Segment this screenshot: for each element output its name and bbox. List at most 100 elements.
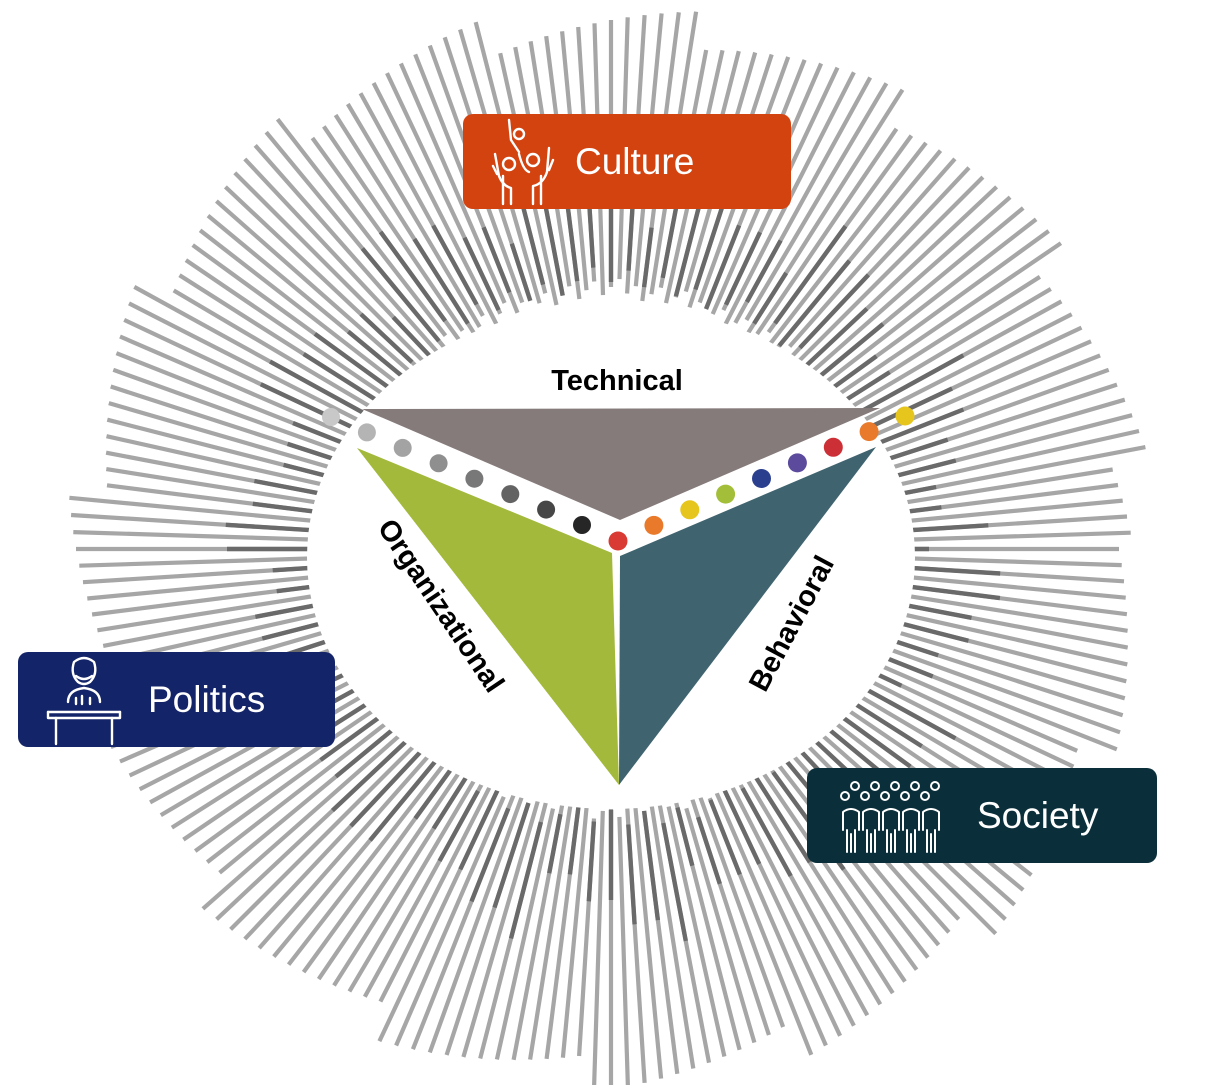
ray — [560, 803, 589, 1058]
ray-inner-segment — [626, 824, 637, 925]
ray-inner-segment — [391, 315, 437, 363]
ray-inner-segment — [869, 407, 965, 449]
ray — [108, 401, 359, 478]
ray — [112, 367, 370, 464]
ray-inner-segment — [740, 787, 793, 877]
ray — [198, 228, 415, 398]
ray — [875, 588, 1128, 633]
ray — [253, 144, 445, 360]
ray-inner-segment — [412, 237, 470, 325]
ray-inner-segment — [703, 224, 742, 310]
ray-inner-segment — [744, 239, 783, 303]
dot — [680, 500, 700, 520]
culture-tag: Culture — [463, 114, 791, 209]
ray — [69, 495, 353, 527]
ray-inner-segment — [693, 193, 729, 291]
ray-inner-segment — [413, 768, 453, 820]
color-dots — [322, 406, 915, 551]
ray-inner-segment — [462, 236, 501, 312]
ray-inner-segment — [302, 352, 390, 410]
ray-inner-segment — [509, 243, 533, 302]
ray — [765, 141, 928, 350]
ray-inner-segment — [458, 786, 501, 871]
ray — [796, 175, 985, 364]
dot — [644, 515, 664, 535]
ray-inner-segment — [798, 273, 871, 350]
ray — [275, 117, 448, 337]
ray-inner-segment — [641, 227, 654, 288]
ray — [803, 195, 1012, 380]
ray-inner-segment — [777, 259, 852, 348]
ray — [316, 756, 472, 981]
ray — [856, 618, 1126, 701]
ray — [394, 795, 506, 1047]
ray-inner-segment — [437, 789, 480, 863]
ray — [172, 288, 387, 418]
politics-label: Politics — [148, 678, 266, 720]
ray — [666, 806, 727, 1057]
ray — [398, 62, 507, 304]
ray — [286, 759, 449, 966]
ray-inner-segment — [567, 804, 581, 875]
ray-inner-segment — [346, 329, 412, 385]
organizational-face — [357, 448, 619, 785]
dot — [429, 454, 448, 473]
ray-inner-segment — [752, 271, 789, 325]
ray — [744, 82, 889, 322]
ray — [684, 807, 757, 1044]
ray — [128, 301, 374, 430]
ray — [378, 783, 493, 1003]
ray-inner-segment — [269, 359, 368, 417]
ray-inner-segment — [481, 226, 512, 294]
ray-inner-segment — [368, 746, 449, 842]
ray — [729, 785, 856, 1027]
dot — [895, 406, 915, 426]
ray — [788, 157, 957, 348]
ray — [205, 710, 403, 864]
technical-label: Technical — [551, 365, 683, 397]
ray — [755, 127, 899, 336]
ray-inner-segment — [492, 802, 531, 909]
ray-inner-segment — [469, 807, 511, 903]
ray — [838, 312, 1073, 435]
ray — [841, 665, 1070, 785]
ray-inner-segment — [359, 312, 414, 364]
ray — [106, 434, 348, 493]
technical-face — [362, 408, 880, 520]
ray-inner-segment — [773, 224, 848, 325]
ray — [119, 334, 381, 451]
dot — [573, 516, 591, 534]
culture-label: Culture — [575, 140, 695, 182]
ray — [858, 428, 1140, 496]
ray-inner-segment — [319, 711, 387, 762]
dot — [823, 437, 843, 457]
ray — [808, 217, 1038, 397]
behavioral-face — [619, 447, 876, 785]
ray — [753, 759, 907, 983]
dot — [608, 531, 628, 551]
society-label: Society — [977, 794, 1099, 836]
ray-inner-segment — [330, 740, 407, 813]
ray-inner-segment — [431, 768, 473, 830]
ray — [494, 808, 556, 1060]
ray — [257, 744, 440, 950]
ray — [229, 728, 432, 931]
ray — [831, 241, 1063, 401]
ray — [97, 587, 353, 633]
ray — [736, 763, 883, 1006]
ray — [866, 604, 1128, 667]
dot — [322, 408, 340, 426]
ray — [371, 82, 499, 326]
ray-inner-segment — [661, 822, 688, 942]
ray-inner-segment — [718, 781, 762, 865]
ray-inner-segment — [708, 799, 742, 876]
ray-inner-segment — [586, 821, 597, 902]
ray-inner-segment — [313, 332, 389, 389]
ray-inner-segment — [360, 247, 441, 343]
ray — [854, 652, 1079, 753]
ray-inner-segment — [857, 353, 965, 416]
dot — [357, 423, 376, 442]
ray-inner-segment — [431, 224, 479, 306]
politics-tag: Politics — [18, 652, 335, 747]
ray-inner-segment — [547, 813, 563, 874]
